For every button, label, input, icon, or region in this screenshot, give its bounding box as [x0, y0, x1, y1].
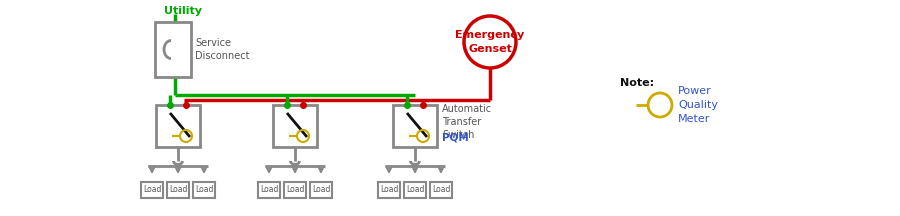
- Text: Load: Load: [194, 186, 213, 194]
- Bar: [193, 182, 215, 198]
- Bar: [393, 105, 437, 147]
- Bar: [430, 182, 452, 198]
- Text: Load: Load: [286, 186, 304, 194]
- Bar: [273, 105, 317, 147]
- Text: Load: Load: [260, 186, 278, 194]
- Text: Load: Load: [311, 186, 330, 194]
- Bar: [155, 22, 191, 77]
- Text: Load: Load: [432, 186, 450, 194]
- Text: Utility: Utility: [164, 6, 202, 16]
- Text: Load: Load: [143, 186, 161, 194]
- Text: Automatic
Transfer
Switch: Automatic Transfer Switch: [442, 104, 492, 140]
- Bar: [258, 182, 280, 198]
- Bar: [156, 105, 200, 147]
- Text: Load: Load: [406, 186, 424, 194]
- Text: Power
Quality
Meter: Power Quality Meter: [678, 86, 718, 124]
- Bar: [378, 182, 400, 198]
- Text: Load: Load: [380, 186, 398, 194]
- Bar: [310, 182, 332, 198]
- Bar: [141, 182, 163, 198]
- Bar: [284, 182, 306, 198]
- Text: PQM: PQM: [442, 132, 469, 142]
- Bar: [404, 182, 426, 198]
- Bar: [167, 182, 189, 198]
- Text: Service
Disconnect: Service Disconnect: [195, 38, 249, 61]
- Text: Load: Load: [169, 186, 187, 194]
- Text: Note:: Note:: [620, 78, 654, 88]
- Text: Emergency
Genset: Emergency Genset: [455, 30, 525, 54]
